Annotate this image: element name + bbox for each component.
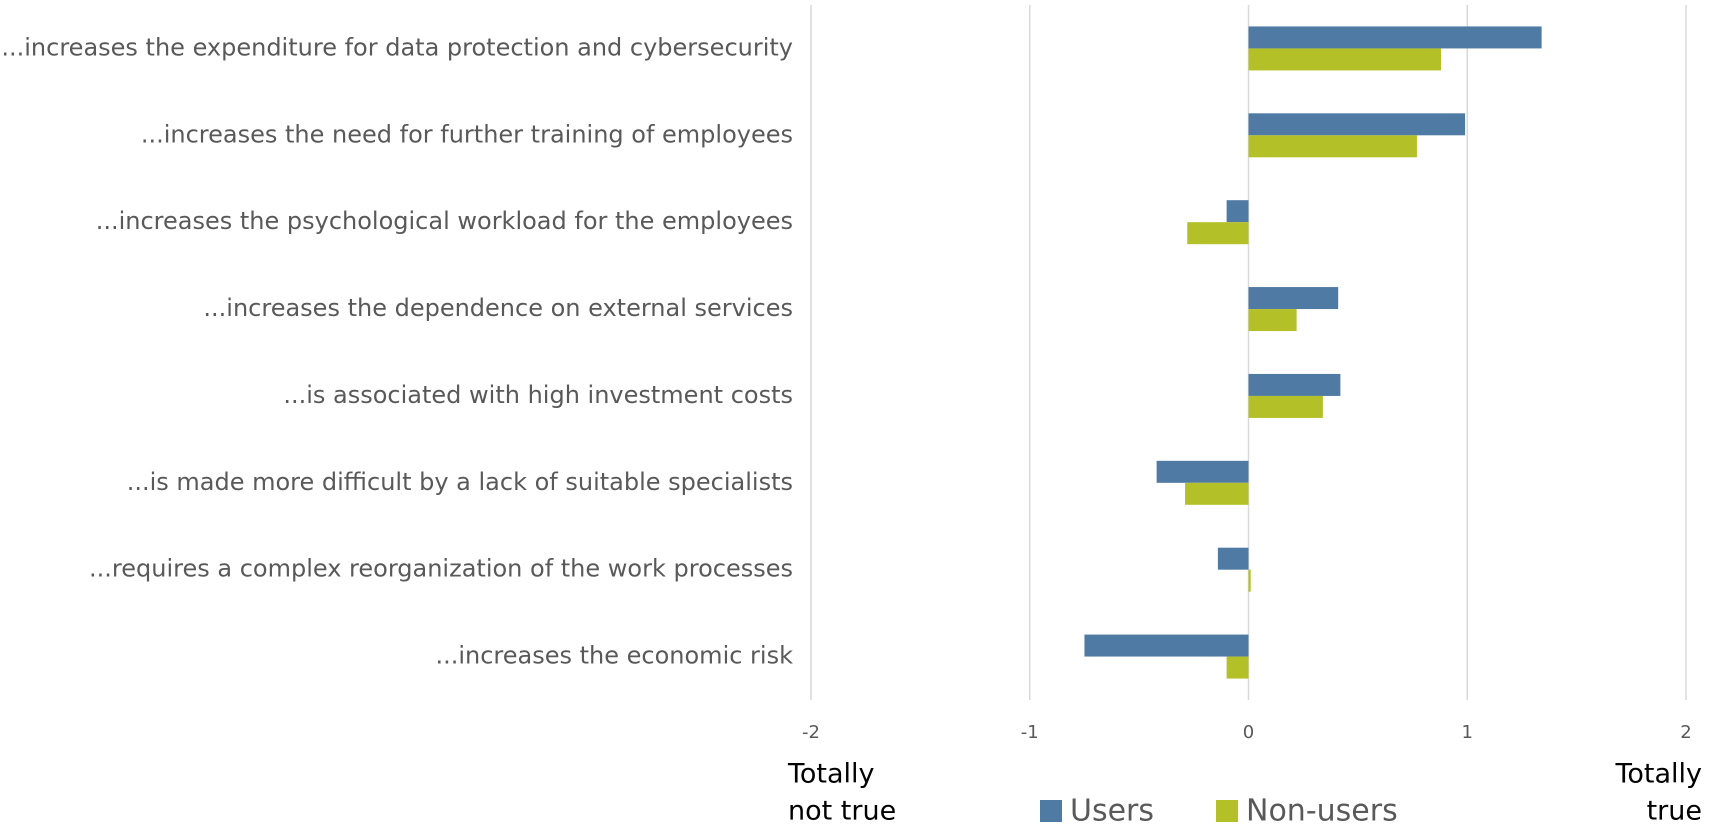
bar	[1226, 656, 1249, 679]
bar	[1248, 287, 1339, 310]
x-tick-label: 0	[1243, 722, 1254, 743]
bar	[1156, 460, 1249, 483]
bar	[1217, 547, 1249, 570]
category-label: ...requires a complex reorganization of …	[89, 555, 793, 583]
x-tick-label: 2	[1680, 722, 1691, 743]
category-label: ...is associated with high investment co…	[283, 381, 793, 409]
bar	[1248, 569, 1251, 592]
x-tick-label: -2	[802, 722, 820, 743]
category-label: ...is made more difficult by a lack of s…	[127, 468, 793, 496]
bar	[1185, 482, 1249, 505]
category-label: ...increases the expenditure for data pr…	[1, 33, 793, 61]
legend-swatch	[1216, 800, 1239, 822]
bar	[1248, 373, 1341, 396]
legend-swatch	[1040, 800, 1062, 822]
legend-label: Users	[1070, 794, 1154, 826]
axis-annotation: Totally	[787, 759, 875, 790]
bar	[1248, 113, 1466, 136]
bar	[1187, 222, 1249, 245]
category-label: ...increases the economic risk	[435, 642, 793, 670]
category-label: ...increases the psychological workload …	[96, 207, 793, 235]
bar	[1248, 48, 1441, 71]
axis-annotation: not true	[788, 796, 896, 826]
bar	[1248, 26, 1542, 49]
bar	[1248, 135, 1417, 158]
bar	[1084, 634, 1249, 657]
bar	[1226, 200, 1249, 223]
x-tick-label: -1	[1021, 722, 1039, 743]
bar	[1248, 309, 1297, 332]
legend-label: Non-users	[1246, 794, 1398, 826]
category-label: ...increases the need for further traini…	[141, 120, 793, 148]
axis-annotation: true	[1647, 796, 1702, 826]
x-tick-label: 1	[1462, 722, 1473, 743]
axis-annotation: Totally	[1614, 759, 1702, 790]
category-label: ...increases the dependence on external …	[203, 294, 793, 322]
bar	[1248, 395, 1323, 418]
